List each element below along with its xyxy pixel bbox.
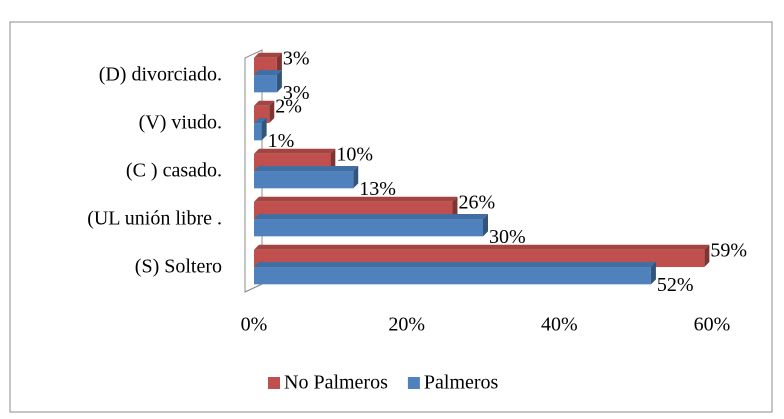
- bar-side: [276, 70, 282, 93]
- bar-side: [261, 118, 267, 141]
- data-label: 52%: [657, 274, 694, 296]
- bar-side: [276, 52, 282, 76]
- data-label: 26%: [458, 191, 495, 213]
- data-label: 59%: [710, 239, 747, 261]
- x-tick-label: 40%: [541, 314, 578, 336]
- bar-top: [254, 52, 282, 58]
- y-tick-label: (S) Soltero: [135, 256, 222, 278]
- legend-swatch: [268, 377, 280, 389]
- bar-top: [254, 214, 488, 220]
- y-tick-label: (UL unión libre .: [87, 208, 222, 230]
- bar-side: [452, 196, 458, 220]
- floor-edge: [244, 283, 263, 293]
- bar-top: [254, 166, 359, 172]
- legend-swatch: [407, 377, 420, 389]
- bar-side: [650, 262, 656, 285]
- bar: [254, 219, 483, 237]
- bar-side: [269, 100, 275, 124]
- legend-label: No Palmeros: [284, 372, 388, 394]
- bar-top: [254, 262, 656, 268]
- data-label: 3%: [283, 82, 310, 104]
- y-tick-label: (D) divorciado.: [99, 64, 222, 86]
- y-tick-label: (C ) casado.: [126, 160, 222, 182]
- bar-top: [254, 148, 336, 154]
- bar: [254, 267, 651, 285]
- data-label: 10%: [336, 143, 373, 165]
- x-tick-label: 20%: [388, 314, 425, 336]
- bar-top: [254, 70, 282, 76]
- data-label: 13%: [359, 178, 396, 200]
- bar-side: [704, 244, 710, 268]
- x-tick-label: 0%: [241, 314, 268, 336]
- bar: [254, 75, 277, 93]
- bar: [254, 123, 262, 141]
- bar-top: [254, 118, 267, 124]
- bar: [254, 171, 354, 189]
- bar-side: [483, 214, 488, 237]
- bar-top: [254, 196, 458, 202]
- x-tick-label: 60%: [694, 314, 731, 336]
- bar-side: [330, 148, 336, 172]
- data-label: 3%: [283, 47, 310, 69]
- bar-side: [353, 166, 359, 189]
- data-label: 30%: [489, 226, 526, 248]
- bar-top: [254, 244, 710, 250]
- data-label: 2%: [275, 95, 302, 117]
- legend-label: Palmeros: [424, 372, 499, 394]
- bar-top: [254, 100, 275, 106]
- data-label: 1%: [268, 130, 295, 152]
- y-tick-label: (V) viudo.: [139, 112, 222, 134]
